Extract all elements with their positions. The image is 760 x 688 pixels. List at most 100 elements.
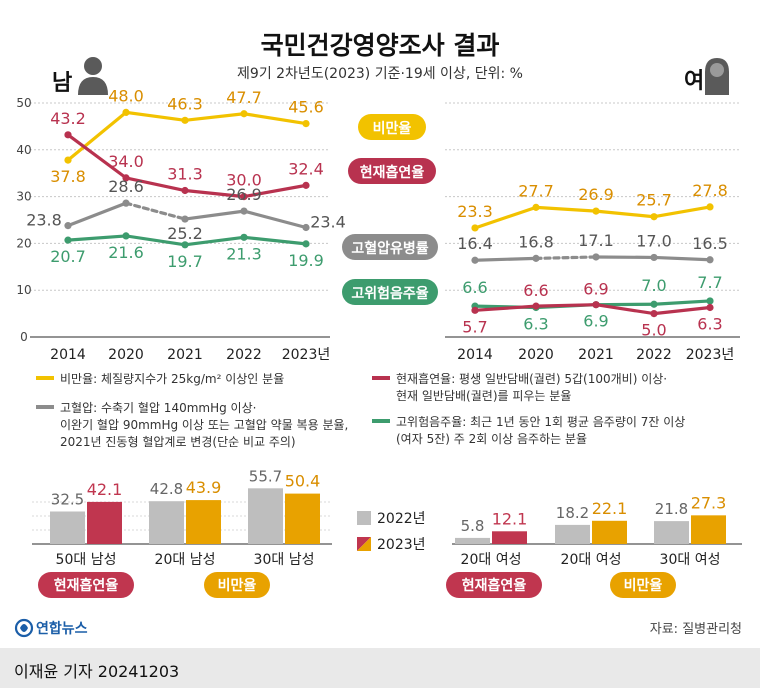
bar-2023 (186, 500, 221, 544)
series-line-drink (66, 234, 128, 242)
bar-badge-label: 비만율 (218, 577, 257, 594)
data-point-obesity (122, 108, 130, 116)
bar-badge-label: 현재흡연율 (462, 577, 527, 594)
bar-value-label-2023: 12.1 (492, 509, 528, 528)
data-label-drink: 19.7 (167, 252, 203, 271)
bar-2022 (248, 488, 283, 544)
legend: 비만율: 체질량지수가 25kg/m² 이상인 분율 현재흡연율: 평생 일반담배… (36, 372, 685, 449)
data-label-smoking: 6.9 (583, 280, 608, 299)
y-tick-label: 0 (20, 330, 28, 344)
bar-2023 (87, 501, 122, 544)
series-line-smoking (183, 188, 246, 199)
data-point-obesity (240, 110, 248, 118)
x-tick-label: 2021 (578, 347, 614, 363)
bar-2022 (455, 537, 490, 544)
bar-badge-label: 비만율 (624, 577, 663, 594)
data-point-smoking (122, 174, 130, 182)
series-line-obesity (242, 112, 308, 126)
data-point-drink (122, 232, 130, 240)
data-point-obesity (592, 207, 600, 215)
bar-category-label: 30대 여성 (660, 552, 721, 568)
bar-value-label-2023: 42.1 (87, 480, 123, 499)
data-label-bp: 16.4 (457, 234, 493, 253)
data-label-bp: 26.9 (226, 185, 262, 204)
series-line-drink (652, 299, 712, 306)
series-line-obesity (652, 205, 712, 219)
legend-text: 고혈압: 수축기 혈압 140mmHg 이상· (60, 401, 256, 415)
data-label-bp: 16.8 (518, 232, 554, 251)
bar-2023 (492, 531, 527, 544)
series-line-smoking (66, 133, 128, 180)
series-line-smoking (534, 303, 598, 308)
data-label-drink: 7.0 (641, 276, 666, 295)
series-line-bp (183, 209, 246, 221)
legend-text: 2021년 진동형 혈압계로 변경(단순 비교 주의) (60, 435, 296, 449)
data-label-obesity: 45.6 (288, 98, 324, 117)
data-point-obesity (181, 116, 189, 124)
data-label-smoking: 5.0 (641, 321, 666, 340)
data-point-smoking (302, 181, 310, 189)
series-line-drink (183, 235, 246, 247)
data-label-bp: 17.1 (578, 231, 614, 250)
data-point-bp (471, 256, 479, 264)
series-line-smoking (652, 305, 712, 316)
data-point-obesity (64, 156, 72, 164)
x-tick-label: 2023년 (686, 347, 735, 363)
bar-value-label-2023: 27.3 (691, 493, 727, 512)
bar-legend-swatch-2023-b (357, 537, 371, 551)
data-point-drink (706, 297, 714, 305)
legend-text: (여자 5잔) 주 2회 이상 음주하는 분율 (396, 432, 587, 446)
data-point-obesity (706, 203, 714, 211)
bar-2023 (285, 493, 320, 544)
series-line-obesity (66, 110, 128, 162)
badge-drink (342, 279, 438, 305)
data-label-smoking: 31.3 (167, 165, 203, 184)
bar-value-label-2022: 32.5 (51, 491, 84, 509)
data-point-obesity (532, 203, 540, 211)
bar-category-label: 20대 여성 (561, 552, 622, 568)
bar-2023 (691, 515, 726, 544)
legend-text: 현재 일반담배(궐련)를 피우는 분율 (396, 389, 571, 403)
data-point-smoking (650, 310, 658, 318)
data-label-obesity: 48.0 (108, 86, 144, 105)
data-point-bp (181, 215, 189, 223)
data-point-bp (592, 253, 600, 261)
data-point-drink (650, 300, 658, 308)
data-point-drink (181, 241, 189, 249)
data-point-bp (706, 256, 714, 264)
bar-legend-label: 2022년 (377, 511, 426, 527)
bar-value-label-2022: 42.8 (150, 480, 183, 498)
data-label-drink: 19.9 (288, 251, 324, 270)
data-point-obesity (302, 119, 310, 128)
y-tick-label: 20 (16, 236, 31, 250)
data-point-smoking (64, 131, 72, 139)
badge-smoking (348, 158, 436, 184)
bar-value-label-2023: 22.1 (592, 499, 628, 518)
bar-value-label-2022: 21.8 (655, 500, 688, 518)
data-label-smoking: 6.6 (523, 281, 548, 300)
data-label-obesity: 26.9 (578, 185, 614, 204)
data-point-drink (302, 240, 310, 248)
data-label-bp: 23.4 (310, 212, 346, 231)
data-point-bp (64, 222, 72, 230)
data-label-drink: 20.7 (50, 247, 86, 266)
bar-value-label-2022: 55.7 (249, 467, 282, 485)
bar-badge-label: 현재흡연율 (54, 577, 119, 594)
data-label-smoking: 43.2 (50, 109, 86, 128)
x-tick-label: 2022 (636, 347, 672, 363)
series-line-drink (124, 234, 187, 247)
bar-2022 (555, 524, 590, 544)
series-line-smoking (473, 304, 538, 312)
data-label-bp: 23.8 (26, 211, 62, 230)
data-point-bp (240, 207, 248, 215)
data-label-smoking: 30.0 (226, 171, 262, 190)
svg-text:연합뉴스: 연합뉴스 (36, 620, 88, 637)
series-line-obesity (183, 112, 246, 122)
bar-badge-obesity (610, 572, 676, 598)
data-label-bp: 25.2 (167, 224, 203, 243)
x-tick-label: 2021 (167, 347, 203, 363)
data-point-drink (240, 233, 248, 241)
legend-text: 이완기 혈압 90mmHg 이상 또는 고혈압 약물 복용 분율, (60, 417, 348, 432)
data-point-bp (532, 254, 540, 262)
